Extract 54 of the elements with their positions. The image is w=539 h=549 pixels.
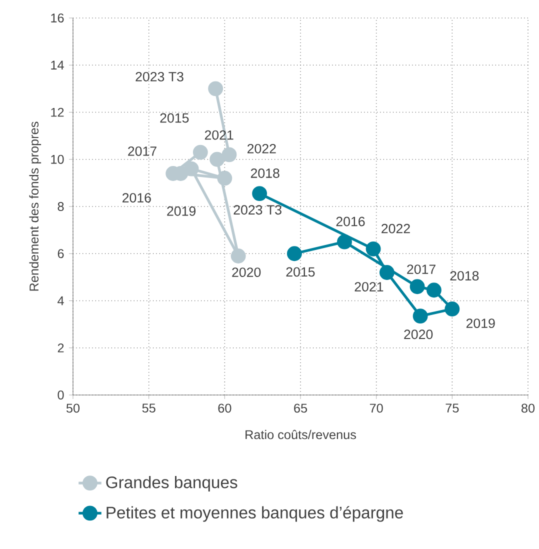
annotation: 2019 — [166, 206, 196, 216]
legend-label: Petites et moyennes banques d’épargne — [106, 506, 403, 522]
point — [426, 282, 442, 298]
annotation: 2020 — [232, 268, 260, 278]
legend-label: Grandes banques — [106, 476, 237, 492]
point — [209, 152, 224, 167]
y-tick-label: 14 — [50, 60, 64, 70]
point — [379, 265, 394, 280]
x-tick-label: 80 — [521, 404, 534, 413]
point — [192, 144, 208, 160]
annotation: 2023 T3 — [234, 205, 282, 215]
x-tick-label: 70 — [370, 404, 383, 413]
y-axis-title: Rendement des fonds propres — [29, 122, 41, 291]
y-tick-label: 0 — [58, 390, 64, 400]
annotation: 2016 — [336, 216, 364, 226]
annotation: 2021 — [204, 130, 234, 140]
annotation: 2015 — [160, 113, 188, 123]
annotation: 2020 — [404, 330, 432, 340]
annotation: 2019 — [466, 318, 495, 328]
y-tick-label: 6 — [58, 249, 64, 258]
annotation: 2021 — [354, 282, 383, 292]
annotation: 2018 — [250, 168, 280, 178]
annotation: 2022 — [247, 144, 276, 154]
y-tick-label: 4 — [57, 296, 64, 306]
y-tick-label: 10 — [50, 154, 64, 164]
annotation: 2022 — [381, 224, 410, 234]
point — [222, 147, 236, 162]
point — [336, 234, 352, 250]
annotation: 2016 — [122, 193, 151, 203]
point — [208, 81, 223, 96]
y-tick-label: 12 — [50, 108, 64, 117]
x-tick-label: 60 — [218, 404, 231, 413]
point — [412, 308, 428, 324]
point — [216, 170, 232, 186]
point — [230, 248, 246, 264]
y-tick-label: 2 — [58, 343, 64, 352]
annotation: 2017 — [406, 264, 436, 274]
annotation: 2023 T3 — [135, 72, 184, 82]
annotation: 2018 — [450, 271, 478, 281]
x-tick-label: 55 — [142, 404, 156, 413]
x-tick-label: 75 — [446, 404, 458, 413]
point — [184, 161, 199, 176]
x-axis-title: Ratio coûts/revenus — [245, 430, 356, 440]
point — [366, 241, 381, 256]
annotation: 2015 — [286, 267, 314, 277]
point — [410, 279, 425, 294]
point — [286, 246, 302, 262]
x-tick-label: 65 — [294, 404, 307, 413]
x-tick-label: 50 — [66, 404, 80, 413]
y-tick-label: 16 — [50, 14, 64, 22]
y-tick-label: 8 — [58, 202, 64, 211]
point — [444, 302, 460, 316]
annotation: 2017 — [128, 146, 156, 156]
point — [252, 186, 267, 202]
